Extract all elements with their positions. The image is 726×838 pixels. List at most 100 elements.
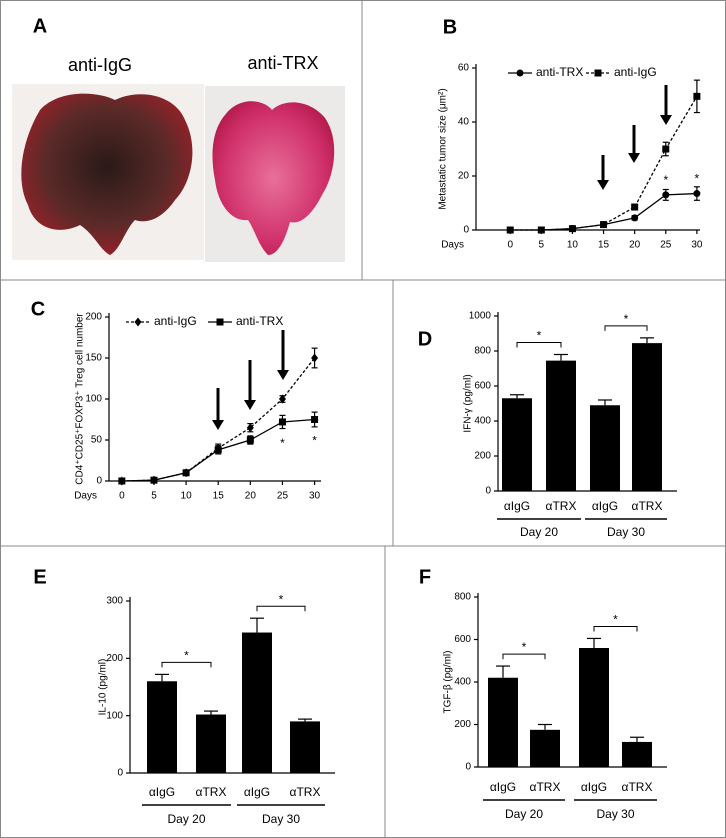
arrow-head bbox=[597, 180, 609, 190]
marker bbox=[516, 69, 524, 77]
significance-bracket bbox=[502, 653, 546, 660]
marker bbox=[214, 446, 222, 454]
marker bbox=[182, 469, 190, 477]
marker bbox=[311, 416, 319, 423]
x-axis-label: Days bbox=[74, 491, 97, 502]
x-tick-label: αTRX bbox=[632, 499, 663, 513]
x-tick-label: 10 bbox=[181, 491, 193, 502]
marker bbox=[311, 353, 319, 363]
marker bbox=[594, 69, 602, 77]
x-tick-label: 5 bbox=[539, 240, 545, 251]
significance-bracket bbox=[256, 605, 306, 612]
y-axis-label: IFN-γ (pg/ml) bbox=[463, 374, 474, 432]
y-tick-label: 1000 bbox=[469, 311, 492, 322]
x-tick-label: αTRX bbox=[290, 785, 321, 799]
panel-letter: F bbox=[419, 566, 431, 588]
x-tick-label: 30 bbox=[691, 240, 703, 251]
group-label: Day 30 bbox=[596, 807, 634, 821]
marker bbox=[693, 92, 701, 100]
legend-label: anti-IgG bbox=[614, 65, 657, 79]
panel-letter: B bbox=[443, 16, 457, 38]
y-tick-label: 60 bbox=[458, 63, 470, 74]
marker bbox=[150, 476, 158, 484]
x-tick-label: 25 bbox=[277, 491, 289, 502]
bar bbox=[546, 360, 576, 491]
y-tick-label: 200 bbox=[106, 653, 123, 664]
y-tick-label: 200 bbox=[454, 719, 471, 730]
arrow-head bbox=[244, 400, 256, 410]
y-tick-label: 800 bbox=[454, 592, 471, 603]
y-tick-label: 20 bbox=[458, 171, 470, 182]
arrow-head bbox=[660, 115, 672, 125]
lung-photo bbox=[212, 101, 335, 255]
legend-label: anti-IgG bbox=[154, 314, 197, 328]
y-tick-label: 800 bbox=[474, 346, 491, 357]
significance-bracket bbox=[593, 625, 638, 632]
panel-letter: D bbox=[418, 328, 432, 350]
marker bbox=[278, 394, 286, 404]
y-axis-label: CD4⁺CD25⁺FOXP3⁺ Treg cell number bbox=[75, 313, 86, 485]
bar bbox=[502, 398, 532, 491]
bar bbox=[147, 681, 177, 773]
y-axis-label: Metastatic tumor size (μm²) bbox=[438, 88, 449, 209]
significance: * bbox=[522, 640, 527, 654]
x-tick-label: 0 bbox=[119, 491, 125, 502]
arrow-head bbox=[212, 420, 224, 430]
significance: * bbox=[280, 436, 285, 450]
bar bbox=[579, 648, 609, 767]
marker bbox=[506, 226, 514, 234]
group-label: Day 30 bbox=[607, 525, 645, 539]
significance-bracket bbox=[516, 342, 562, 348]
x-tick-label: 25 bbox=[660, 240, 672, 251]
marker bbox=[631, 214, 639, 222]
y-tick-label: 0 bbox=[96, 476, 102, 487]
y-tick-label: 100 bbox=[106, 710, 123, 721]
y-tick-label: 150 bbox=[85, 353, 102, 364]
x-tick-label: αIgG bbox=[244, 785, 270, 799]
significance-bracket bbox=[604, 325, 648, 331]
panel-letter: E bbox=[33, 566, 46, 588]
x-tick-label: αTRX bbox=[622, 780, 653, 794]
x-tick-label: 30 bbox=[309, 491, 321, 502]
marker bbox=[246, 423, 254, 433]
x-axis-label: Days bbox=[441, 240, 464, 251]
significance: * bbox=[537, 329, 542, 343]
significance-bracket bbox=[161, 661, 212, 668]
bar bbox=[488, 677, 518, 767]
bar bbox=[590, 405, 620, 491]
x-tick-label: αIgG bbox=[490, 780, 516, 794]
bar bbox=[242, 632, 272, 773]
y-tick-label: 0 bbox=[485, 486, 491, 497]
x-tick-label: 0 bbox=[507, 240, 513, 251]
legend-label: anti-TRX bbox=[536, 65, 583, 79]
x-tick-label: 15 bbox=[598, 240, 610, 251]
marker bbox=[537, 226, 545, 234]
significance: * bbox=[184, 649, 189, 663]
x-tick-label: αTRX bbox=[530, 780, 561, 794]
y-tick-label: 600 bbox=[454, 634, 471, 645]
panel-letter: A bbox=[33, 15, 47, 37]
x-tick-label: 10 bbox=[567, 240, 579, 251]
x-tick-label: αTRX bbox=[196, 785, 227, 799]
bar bbox=[290, 721, 320, 773]
marker bbox=[662, 145, 670, 153]
y-tick-label: 0 bbox=[463, 225, 469, 236]
y-tick-label: 400 bbox=[474, 416, 491, 427]
x-tick-label: 15 bbox=[213, 491, 225, 502]
y-tick-label: 40 bbox=[458, 117, 470, 128]
bar bbox=[632, 343, 662, 491]
panel-letter: C bbox=[31, 298, 45, 320]
marker bbox=[134, 317, 142, 327]
x-tick-label: 20 bbox=[245, 491, 257, 502]
y-tick-label: 50 bbox=[91, 435, 103, 446]
y-axis-label: TGF-β (pg/ml) bbox=[443, 651, 454, 714]
x-tick-label: αIgG bbox=[592, 499, 618, 513]
marker bbox=[600, 221, 608, 229]
x-tick-label: 5 bbox=[151, 491, 157, 502]
y-tick-label: 0 bbox=[465, 762, 471, 773]
marker bbox=[662, 191, 670, 199]
significance: * bbox=[663, 173, 668, 187]
y-tick-label: 0 bbox=[117, 768, 123, 779]
x-tick-label: αIgG bbox=[581, 780, 607, 794]
marker bbox=[278, 418, 286, 426]
